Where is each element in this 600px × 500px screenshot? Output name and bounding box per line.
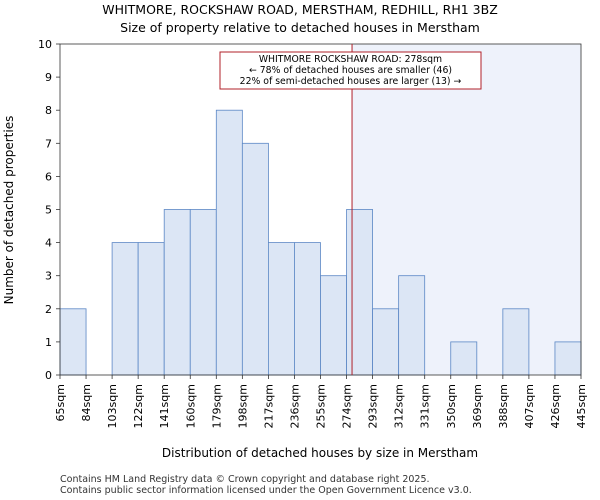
bar-5 [189,209,217,376]
x-tick-label: 103sqm [106,384,119,428]
annotation-line-1: WHITMORE ROCKSHAW ROAD: 278sqm [259,54,442,65]
annotation-box [219,51,482,90]
x-tick-label: 141sqm [158,384,171,428]
y-tick-label: 0 [45,369,52,382]
x-tick-label: 369sqm [471,384,484,428]
bar-4 [163,209,191,376]
bar-11 [346,209,373,376]
x-tick-label: 217sqm [262,384,275,428]
x-tick-label: 407sqm [523,384,536,428]
x-tick-label: 293sqm [367,384,380,428]
y-axis: 0 1 2 3 4 5 6 7 8 9 10 [38,38,60,382]
annotation-line-3: 22% of semi-detached houses are larger (… [240,76,462,87]
y-tick-label: 5 [45,204,52,217]
x-tick-label: 236sqm [288,384,301,428]
bar-7 [241,142,269,376]
chart-title: WHITMORE, ROCKSHAW ROAD, MERSTHAM, REDHI… [102,2,498,17]
y-tick-label: 10 [38,38,52,51]
x-tick-label: 445sqm [575,384,588,428]
y-axis-label: Number of detached properties [2,116,16,305]
y-tick-label: 4 [45,237,52,250]
chart-subtitle: Size of property relative to detached ho… [120,20,480,35]
x-tick-label: 388sqm [497,384,510,428]
x-axis-label: Distribution of detached houses by size … [162,446,478,460]
x-tick-label: 312sqm [393,384,406,428]
x-tick-label: 65sqm [54,384,67,421]
x-tick-label: 122sqm [132,384,145,428]
x-tick-label: 350sqm [445,384,458,428]
bar-2 [111,242,139,376]
bar-17 [502,308,530,376]
x-tick-label: 331sqm [419,384,432,428]
bar-3 [137,242,165,376]
annotation-line-2: ← 78% of detached houses are smaller (46… [249,65,452,76]
bar-10 [320,275,347,376]
x-tick-label: 198sqm [236,384,249,428]
footer-line-1: Contains HM Land Registry data © Crown c… [60,474,430,485]
bar-12 [372,308,400,376]
bar-15 [450,341,478,376]
y-tick-label: 3 [45,270,52,283]
y-tick-label: 9 [45,71,52,84]
bar-9 [294,242,321,376]
bar-8 [267,242,295,376]
bar-19 [554,341,582,376]
x-axis: 65sqm 84sqm 103sqm 122sqm 141sqm 160sqm 179sqm… [54,375,588,428]
y-tick-label: 2 [45,303,52,316]
x-tick-label: 179sqm [210,384,223,428]
y-tick-label: 7 [45,137,52,150]
y-tick-label: 8 [45,104,52,117]
x-tick-label: 160sqm [184,384,197,428]
bars-group [59,109,582,376]
x-tick-label: 274sqm [341,384,354,428]
bar-0 [59,308,87,376]
footer-line-2: Contains public sector information licen… [60,485,472,496]
x-tick-label: 84sqm [80,384,93,421]
x-tick-label: 255sqm [315,384,328,428]
y-tick-label: 6 [45,170,52,183]
bar-6 [215,109,243,376]
bar-13 [398,275,426,376]
marker-annotation: WHITMORE ROCKSHAW ROAD: 278sqm ← 78% of … [219,51,482,90]
y-tick-label: 1 [45,336,52,349]
x-tick-label: 426sqm [549,384,562,428]
